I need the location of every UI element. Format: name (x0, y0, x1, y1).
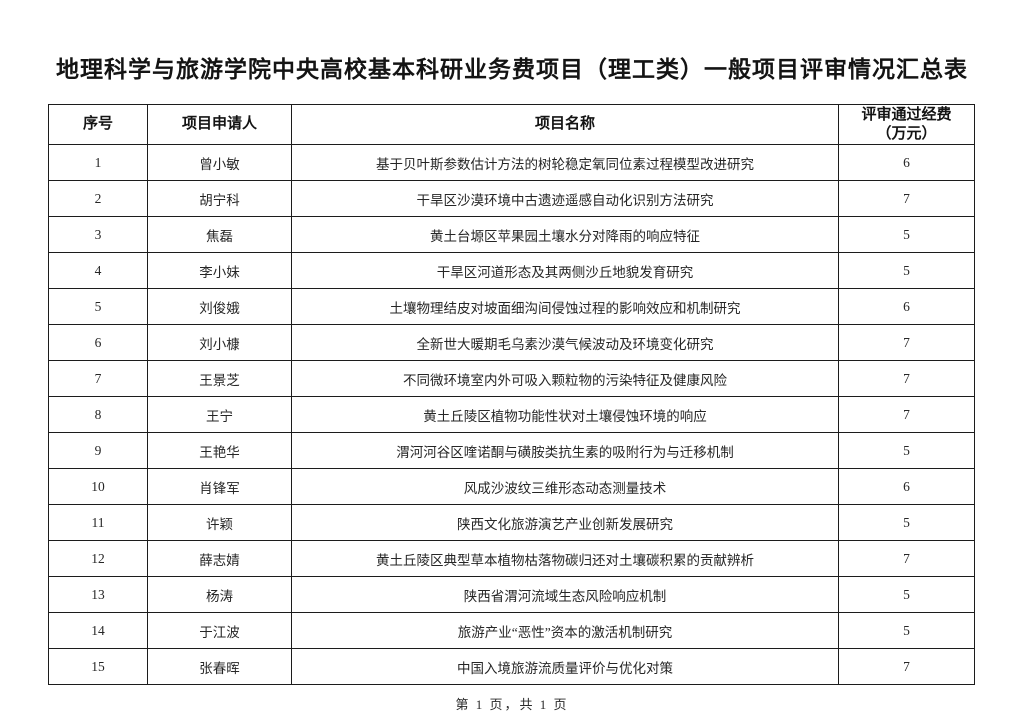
applicant-name: 张春晖 (147, 648, 292, 685)
table-row: 3 焦磊 黄土台塬区苹果园土壤水分对降雨的响应特征 5 (48, 216, 975, 253)
table-row: 11 许颖 陕西文化旅游演艺产业创新发展研究 5 (48, 504, 975, 541)
row-serial-number: 10 (48, 468, 148, 505)
table-row: 9 王艳华 渭河河谷区喹诺酮与磺胺类抗生素的吸附行为与迁移机制 5 (48, 432, 975, 469)
applicant-name: 肖锋军 (147, 468, 292, 505)
table-row: 12 薛志婧 黄土丘陵区典型草本植物枯落物碳归还对土壤碳积累的贡献辨析 7 (48, 540, 975, 577)
column-header-applicant: 项目申请人 (147, 104, 292, 145)
project-title: 干旱区沙漠环境中古遗迹遥感自动化识别方法研究 (291, 180, 839, 217)
project-title: 不同微环境室内外可吸入颗粒物的污染特征及健康风险 (291, 360, 839, 397)
table-header-row: 序号 项目申请人 项目名称 评审通过经费 （万元） (48, 104, 975, 145)
table-row: 7 王景芝 不同微环境室内外可吸入颗粒物的污染特征及健康风险 7 (48, 360, 975, 397)
row-serial-number: 1 (48, 144, 148, 181)
page-number-footer: 第 1 页，共 1 页 (455, 697, 569, 712)
project-title: 渭河河谷区喹诺酮与磺胺类抗生素的吸附行为与迁移机制 (291, 432, 839, 469)
project-title: 陕西文化旅游演艺产业创新发展研究 (291, 504, 839, 541)
project-title: 旅游产业“恶性”资本的激活机制研究 (291, 612, 839, 649)
approved-budget: 5 (838, 432, 975, 469)
row-serial-number: 9 (48, 432, 148, 469)
page-title: 地理科学与旅游学院中央高校基本科研业务费项目（理工类）一般项目评审情况汇总表 (56, 57, 968, 82)
applicant-name: 薛志婧 (147, 540, 292, 577)
column-header-project-name: 项目名称 (291, 104, 839, 145)
row-serial-number: 6 (48, 324, 148, 361)
project-title: 黄土台塬区苹果园土壤水分对降雨的响应特征 (291, 216, 839, 253)
project-title: 黄土丘陵区典型草本植物枯落物碳归还对土壤碳积累的贡献辨析 (291, 540, 839, 577)
project-title: 风成沙波纹三维形态动态测量技术 (291, 468, 839, 505)
applicant-name: 李小妹 (147, 252, 292, 289)
row-serial-number: 12 (48, 540, 148, 577)
table-row: 13 杨涛 陕西省渭河流域生态风险响应机制 5 (48, 576, 975, 613)
row-serial-number: 14 (48, 612, 148, 649)
row-serial-number: 7 (48, 360, 148, 397)
applicant-name: 焦磊 (147, 216, 292, 253)
document-page: 地理科学与旅游学院中央高校基本科研业务费项目（理工类）一般项目评审情况汇总表 序… (0, 50, 1024, 724)
column-header-serial-number: 序号 (48, 104, 148, 145)
project-title: 基于贝叶斯参数估计方法的树轮稳定氧同位素过程模型改进研究 (291, 144, 839, 181)
approved-budget: 5 (838, 612, 975, 649)
applicant-name: 王艳华 (147, 432, 292, 469)
row-serial-number: 13 (48, 576, 148, 613)
applicant-name: 刘小槺 (147, 324, 292, 361)
table-row: 4 李小妹 干旱区河道形态及其两侧沙丘地貌发育研究 5 (48, 252, 975, 289)
table-row: 15 张春晖 中国入境旅游流质量评价与优化对策 7 (48, 648, 975, 685)
approved-budget: 5 (838, 216, 975, 253)
table-row: 2 胡宁科 干旱区沙漠环境中古遗迹遥感自动化识别方法研究 7 (48, 180, 975, 217)
project-title: 陕西省渭河流域生态风险响应机制 (291, 576, 839, 613)
row-serial-number: 11 (48, 504, 148, 541)
approved-budget: 7 (838, 648, 975, 685)
column-header-approved-budget: 评审通过经费 （万元） (838, 104, 975, 145)
review-summary-table: 序号 项目申请人 项目名称 评审通过经费 （万元） 1 曾小敏 基于贝叶斯参数估计方… (48, 104, 975, 685)
applicant-name: 许颖 (147, 504, 292, 541)
approved-budget: 7 (838, 396, 975, 433)
project-title: 中国入境旅游流质量评价与优化对策 (291, 648, 839, 685)
applicant-name: 刘俊娥 (147, 288, 292, 325)
project-title: 土壤物理结皮对坡面细沟间侵蚀过程的影响效应和机制研究 (291, 288, 839, 325)
approved-budget: 7 (838, 540, 975, 577)
row-serial-number: 3 (48, 216, 148, 253)
approved-budget: 7 (838, 324, 975, 361)
approved-budget: 5 (838, 576, 975, 613)
applicant-name: 王景芝 (147, 360, 292, 397)
approved-budget: 7 (838, 360, 975, 397)
applicant-name: 杨涛 (147, 576, 292, 613)
row-serial-number: 2 (48, 180, 148, 217)
project-title: 黄土丘陵区植物功能性状对土壤侵蚀环境的响应 (291, 396, 839, 433)
applicant-name: 王宁 (147, 396, 292, 433)
project-title: 全新世大暖期毛乌素沙漠气候波动及环境变化研究 (291, 324, 839, 361)
table-row: 8 王宁 黄土丘陵区植物功能性状对土壤侵蚀环境的响应 7 (48, 396, 975, 433)
approved-budget: 6 (838, 144, 975, 181)
project-title: 干旱区河道形态及其两侧沙丘地貌发育研究 (291, 252, 839, 289)
approved-budget: 6 (838, 288, 975, 325)
approved-budget: 5 (838, 504, 975, 541)
table-row: 6 刘小槺 全新世大暖期毛乌素沙漠气候波动及环境变化研究 7 (48, 324, 975, 361)
applicant-name: 于江波 (147, 612, 292, 649)
applicant-name: 胡宁科 (147, 180, 292, 217)
row-serial-number: 8 (48, 396, 148, 433)
approved-budget: 7 (838, 180, 975, 217)
row-serial-number: 15 (48, 648, 148, 685)
row-serial-number: 5 (48, 288, 148, 325)
table-row: 10 肖锋军 风成沙波纹三维形态动态测量技术 6 (48, 468, 975, 505)
approved-budget: 5 (838, 252, 975, 289)
row-serial-number: 4 (48, 252, 148, 289)
table-row: 14 于江波 旅游产业“恶性”资本的激活机制研究 5 (48, 612, 975, 649)
table-row: 1 曾小敏 基于贝叶斯参数估计方法的树轮稳定氧同位素过程模型改进研究 6 (48, 144, 975, 181)
table-row: 5 刘俊娥 土壤物理结皮对坡面细沟间侵蚀过程的影响效应和机制研究 6 (48, 288, 975, 325)
applicant-name: 曾小敏 (147, 144, 292, 181)
approved-budget: 6 (838, 468, 975, 505)
